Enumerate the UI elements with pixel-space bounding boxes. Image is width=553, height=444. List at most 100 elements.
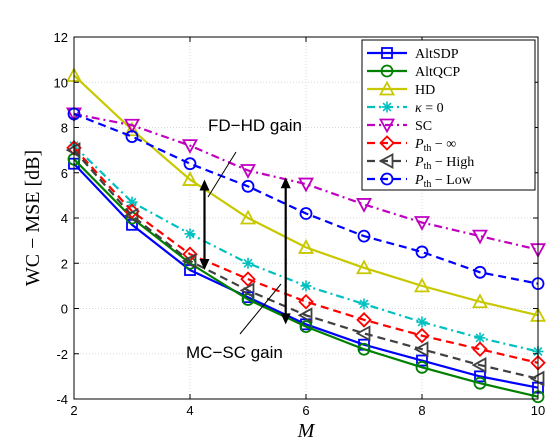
series-6 [65,142,545,387]
series-0-line [73,162,539,389]
series-5-point [240,271,256,287]
y-tick-label: 6 [61,166,68,181]
legend-label-sc: SC [415,119,432,134]
legend-label-pth-inf: Pth − ∞ [414,137,456,154]
legend-label-altqcp: AltQCP [415,65,460,80]
series-6-point [239,282,255,299]
series-7-point [299,207,313,220]
series-7-point [183,157,197,171]
gain-arrow-head-bottom [199,259,210,271]
series-1-point [299,320,313,334]
series-3-point [242,257,254,269]
legend-label-kappa: κ = 0 [415,101,444,116]
high-rest: − High [431,155,474,170]
x-tick-label: 4 [186,403,193,418]
legend-box [361,39,536,191]
mc-sc-gain-label: MC−SC gain [186,343,283,362]
series-7-point [357,229,371,243]
series-2-point [413,277,431,293]
legend-label-altsdp: AltSDP [415,47,459,62]
p-symbol: P [414,137,424,152]
x-tick-label: 8 [418,403,425,418]
series-1-point [357,342,371,356]
legend-swatches [367,47,407,186]
th-subscript: th [424,143,432,154]
series-7-point [473,265,487,279]
series-6-line [73,149,539,380]
series-0-point [474,370,486,383]
y-tick-label: 0 [61,302,68,317]
y-axis-label: WC − MSE [dB] [22,150,44,286]
p-symbol: P [414,155,424,170]
series-2-point [471,293,489,309]
gain-arrow-head-top [199,179,210,191]
th-subscript: th [424,161,432,172]
kappa-symbol: κ [415,101,422,116]
y-tick-label: 4 [61,211,68,226]
y-tick-label: -2 [56,347,68,362]
low-rest: − Low [431,173,472,188]
series-4-point [123,118,141,134]
series-7-point [241,179,255,193]
inf-rest: − ∞ [431,137,456,152]
x-tick-label: 2 [70,403,77,418]
y-tick-label: 2 [61,256,68,271]
series-2-point [239,209,257,225]
series-2-point [123,121,141,137]
y-tick-label: -4 [56,392,68,407]
x-axis-label: M [297,420,316,442]
legend: AltSDP AltQCP HD κ = 0 SC Pth − ∞ Pth − … [361,39,536,191]
legend-label-pth-low: Pth − Low [414,173,473,190]
series-4-point [471,229,489,245]
series-1-line [73,158,539,398]
series-4-point [413,216,431,231]
y-tick-label: 8 [61,121,68,136]
series-3-point [300,280,312,292]
series-6-point [413,341,429,358]
series-4-point [355,198,373,213]
series-2-point [355,259,373,275]
series-1-point [473,376,487,390]
fd-hd-gain-label: FD−HD gain [208,116,302,135]
legend-swatch-marker [380,172,394,186]
legend-swatch-marker [378,118,396,134]
series-7-point [415,245,429,259]
legend-swatch-marker [378,80,396,96]
series-2-point [181,171,199,186]
series-4-line [73,112,539,251]
annotation-fd-hd: FD−HD gain [207,116,302,198]
series-4-point [181,139,199,154]
series-1-point [415,360,429,374]
series-5-point [472,341,488,357]
series-6-point [181,252,197,269]
series-6-point [471,357,487,374]
series-5-point [414,327,430,344]
y-tick-label: 10 [54,75,68,90]
series-5-line [73,147,539,364]
series-7-line [73,112,539,285]
p-symbol: P [414,173,424,188]
kappa-rest: = 0 [422,101,444,116]
series-3-point [416,316,428,328]
y-tick-label: 12 [54,30,68,45]
x-tick-label: 6 [302,403,309,418]
gain-arrow-head-top [280,177,291,189]
x-tick-label: 10 [531,403,545,418]
plot-frame [73,36,539,400]
legend-swatch-marker [378,152,394,170]
mc-sc-leader-line [239,283,282,335]
legend-swatch-marker [379,135,395,151]
gain-arrow-head-bottom [280,313,291,325]
annotation-mc-sc: MC−SC gain [186,283,283,362]
legend-label-pth-high: Pth − High [414,155,474,172]
legend-swatch-marker [380,64,394,78]
series-7-point [125,130,139,143]
gain-arrows [199,177,291,325]
series-3-point [358,298,370,310]
series-6-point [355,325,371,342]
series-3-point [126,196,138,208]
series-3-point [184,228,196,240]
th-subscript: th [424,179,432,190]
series-4-point [297,177,315,193]
